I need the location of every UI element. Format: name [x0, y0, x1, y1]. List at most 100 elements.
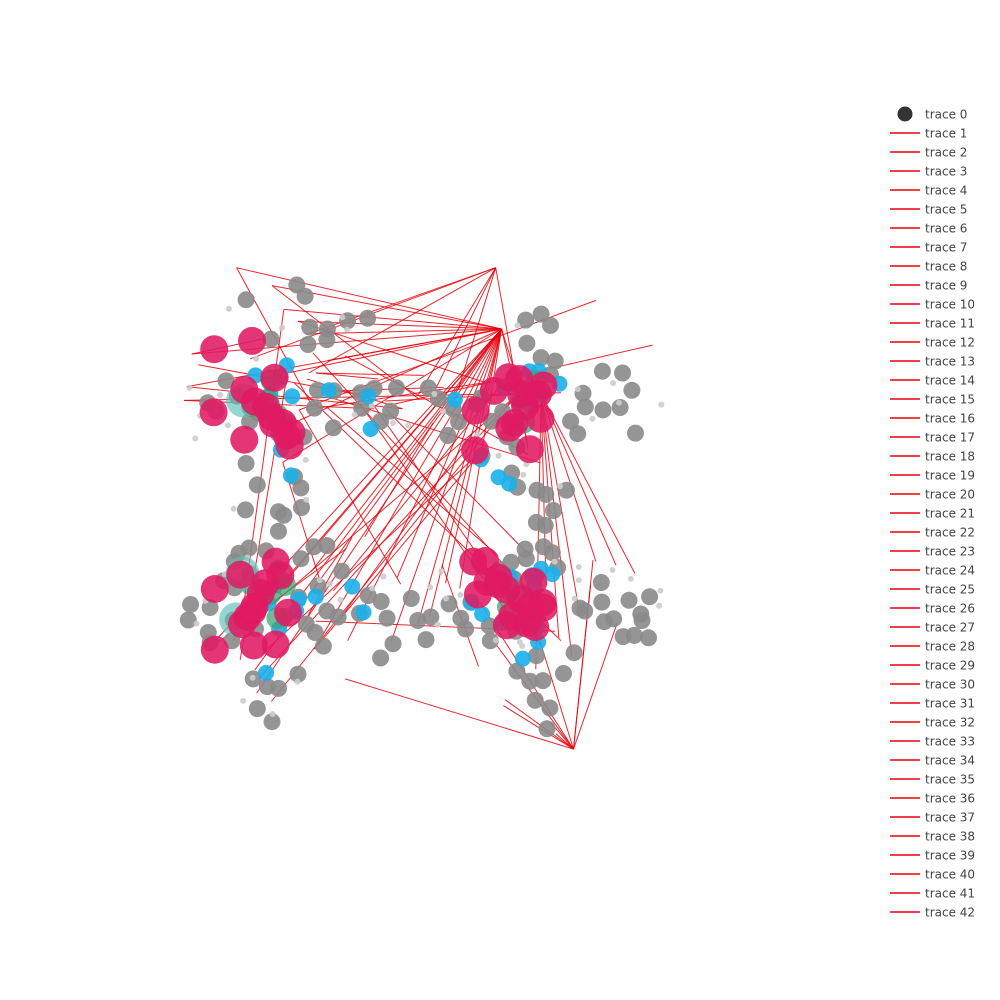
light-point: [440, 408, 447, 415]
legend[interactable]: trace 0 trace 1 trace 2 trace 3 trace 4 trace…: [890, 106, 975, 920]
gray-point: [237, 291, 255, 309]
light-point: [368, 402, 375, 409]
legend-item-42[interactable]: trace 42: [890, 906, 975, 920]
legend-item-24[interactable]: trace 24: [890, 564, 975, 578]
legend-item-31[interactable]: trace 31: [890, 697, 975, 711]
legend-item-18[interactable]: trace 18: [890, 450, 975, 464]
legend-item-26[interactable]: trace 26: [890, 602, 975, 616]
legend-item-29[interactable]: trace 29: [890, 659, 975, 673]
gray-point: [538, 720, 556, 738]
legend-item-38[interactable]: trace 38: [890, 830, 975, 844]
legend-label: trace 26: [925, 602, 975, 616]
legend-item-37[interactable]: trace 37: [890, 811, 975, 825]
legend-item-41[interactable]: trace 41: [890, 887, 975, 901]
legend-item-25[interactable]: trace 25: [890, 583, 975, 597]
legend-item-7[interactable]: trace 7: [890, 241, 967, 255]
legend-label: trace 7: [925, 241, 967, 255]
legend-item-39[interactable]: trace 39: [890, 849, 975, 863]
legend-item-23[interactable]: trace 23: [890, 545, 975, 559]
legend-item-3[interactable]: trace 3: [890, 165, 967, 179]
legend-item-9[interactable]: trace 9: [890, 279, 967, 293]
gray-point: [275, 506, 293, 524]
legend-item-21[interactable]: trace 21: [890, 507, 975, 521]
pink-point: [260, 363, 289, 392]
legend-label: trace 11: [925, 317, 975, 331]
legend-label: trace 22: [925, 526, 975, 540]
legend-item-17[interactable]: trace 17: [890, 431, 975, 445]
legend-item-2[interactable]: trace 2: [890, 146, 967, 160]
legend-item-10[interactable]: trace 10: [890, 298, 975, 312]
pink-point: [461, 396, 490, 425]
legend-item-32[interactable]: trace 32: [890, 716, 975, 730]
light-point: [302, 456, 309, 463]
legend-item-34[interactable]: trace 34: [890, 754, 975, 768]
light-point: [495, 452, 502, 459]
legend-item-16[interactable]: trace 16: [890, 412, 975, 426]
legend-item-5[interactable]: trace 5: [890, 203, 967, 217]
light-point: [443, 595, 450, 602]
light-point: [492, 637, 499, 644]
gray-point: [182, 596, 200, 613]
light-point: [249, 674, 256, 681]
legend-item-0[interactable]: trace 0: [897, 106, 968, 122]
line-segment: [504, 699, 574, 750]
legend-label: trace 28: [925, 640, 975, 654]
cyan-point: [282, 467, 299, 484]
legend-item-28[interactable]: trace 28: [890, 640, 975, 654]
light-point: [658, 401, 665, 408]
legend-label: trace 34: [925, 754, 975, 768]
legend-item-4[interactable]: trace 4: [890, 184, 967, 198]
line-segment: [458, 267, 497, 389]
gray-point: [248, 476, 266, 494]
gray-point: [532, 305, 550, 323]
gray-point: [452, 609, 470, 627]
line-segment: [540, 393, 573, 657]
light-point: [224, 422, 231, 429]
legend-item-35[interactable]: trace 35: [890, 773, 975, 787]
legend-item-36[interactable]: trace 36: [890, 792, 975, 806]
gray-point: [299, 336, 317, 353]
light-point: [226, 305, 232, 312]
pink-point: [238, 597, 267, 625]
legend-item-22[interactable]: trace 22: [890, 526, 975, 540]
line-segment: [303, 536, 353, 624]
legend-label: trace 10: [925, 298, 975, 312]
light-point: [193, 620, 200, 627]
legend-label: trace 37: [925, 811, 975, 825]
gray-point: [296, 287, 314, 305]
legend-item-1[interactable]: trace 1: [890, 127, 967, 141]
legend-item-11[interactable]: trace 11: [890, 317, 975, 331]
legend-item-30[interactable]: trace 30: [890, 678, 975, 692]
legend-item-33[interactable]: trace 33: [890, 735, 975, 749]
light-point: [610, 380, 617, 387]
legend-item-12[interactable]: trace 12: [890, 336, 975, 350]
pink-point: [495, 413, 524, 442]
line-segment: [308, 267, 496, 374]
light-point: [516, 639, 523, 645]
pink-point: [238, 326, 266, 355]
light-point: [192, 435, 199, 442]
legend-item-19[interactable]: trace 19: [890, 469, 975, 483]
legend-item-6[interactable]: trace 6: [890, 222, 967, 236]
legend-item-27[interactable]: trace 27: [890, 621, 975, 635]
legend-item-40[interactable]: trace 40: [890, 868, 975, 882]
legend-item-15[interactable]: trace 15: [890, 393, 975, 407]
light-point: [575, 577, 582, 584]
legend-label: trace 3: [925, 165, 967, 179]
legend-item-14[interactable]: trace 14: [890, 374, 975, 388]
gray-point: [576, 602, 594, 620]
pink-point: [199, 398, 228, 427]
light-point: [609, 567, 616, 573]
light-point: [337, 596, 344, 603]
legend-label: trace 23: [925, 545, 975, 559]
gray-point: [262, 330, 280, 348]
legend-item-13[interactable]: trace 13: [890, 355, 975, 369]
gray-point: [611, 399, 629, 416]
gray-point: [481, 632, 499, 650]
legend-item-20[interactable]: trace 20: [890, 488, 975, 502]
pink-point: [261, 630, 290, 659]
light-point: [434, 621, 441, 628]
legend-label: trace 9: [925, 279, 967, 293]
legend-item-8[interactable]: trace 8: [890, 260, 967, 274]
legend-label: trace 8: [925, 260, 967, 274]
